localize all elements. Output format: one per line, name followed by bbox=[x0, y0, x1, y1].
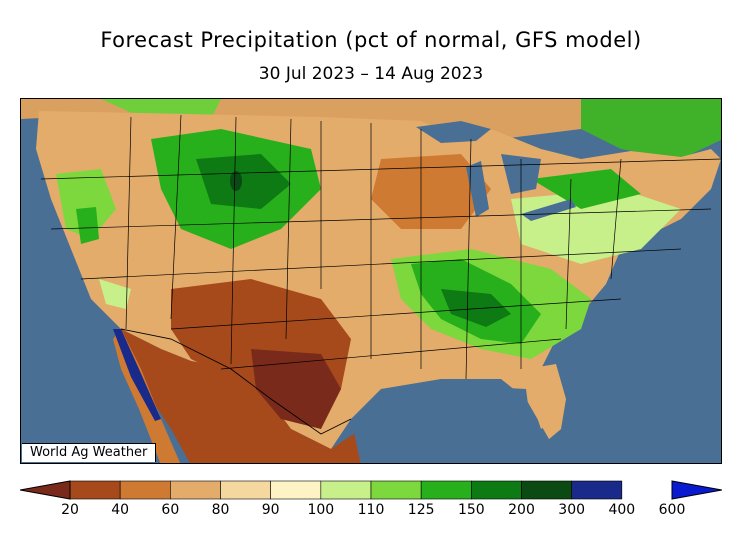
legend-high-arrow bbox=[671, 480, 722, 500]
southeast-very-wet bbox=[441, 289, 511, 327]
legend-tick-20: 20 bbox=[61, 502, 79, 518]
legend-bin-400 bbox=[571, 480, 623, 500]
wyoming-very-wet-zone bbox=[196, 154, 291, 209]
lake-michigan bbox=[466, 161, 489, 217]
legend-colorbar bbox=[20, 480, 722, 500]
lake-superior bbox=[416, 121, 491, 143]
wyoming-core bbox=[230, 171, 242, 191]
legend-bin-90 bbox=[220, 480, 271, 500]
legend-bin-100 bbox=[270, 480, 322, 500]
legend-tick-150: 150 bbox=[457, 502, 485, 518]
legend-bin-300 bbox=[521, 480, 572, 500]
legend-bin-110 bbox=[320, 480, 372, 500]
legend-tick-200: 200 bbox=[508, 502, 535, 518]
canada-east-wet bbox=[581, 99, 721, 159]
legend-tick-125: 125 bbox=[407, 502, 435, 518]
state-boundaries bbox=[40, 114, 721, 380]
legend-bin-125 bbox=[370, 480, 422, 500]
precipitation-map: World Ag Weather bbox=[20, 98, 722, 464]
mexico-land bbox=[121, 329, 371, 463]
legend-tick-80: 80 bbox=[211, 502, 230, 518]
midwest-dry bbox=[371, 154, 491, 229]
legend-tick-100: 100 bbox=[307, 502, 335, 518]
legend-bin-80 bbox=[170, 480, 221, 500]
legend-bin-40 bbox=[69, 480, 121, 500]
great-lakes-wet bbox=[531, 169, 641, 209]
canada-west-wet bbox=[101, 99, 221, 119]
legend-tick-400: 400 bbox=[608, 502, 636, 518]
legend-bin-60 bbox=[119, 480, 171, 500]
legend-tick-90: 90 bbox=[261, 502, 280, 518]
legend-tick-40: 40 bbox=[111, 502, 130, 518]
gulf-of-mexico bbox=[351, 384, 536, 463]
legend-bin-150 bbox=[420, 480, 472, 500]
map-credit: World Ag Weather bbox=[22, 443, 157, 462]
legend-low-arrow bbox=[20, 480, 71, 500]
nevada-wet bbox=[76, 207, 99, 244]
pacific-nw-wet bbox=[56, 169, 116, 239]
legend-bin-200 bbox=[471, 480, 522, 500]
florida-peninsula bbox=[529, 381, 554, 429]
lake-erie bbox=[521, 199, 576, 221]
map-canvas bbox=[21, 99, 721, 463]
texas-very-dry-zone bbox=[251, 349, 341, 429]
legend-tick-600: 600 bbox=[658, 502, 686, 518]
chart-title: Forecast Precipitation (pct of normal, G… bbox=[100, 28, 642, 52]
socal-moist bbox=[99, 279, 131, 309]
date-range-subtitle: 30 Jul 2023 – 14 Aug 2023 bbox=[258, 64, 484, 84]
legend-bins bbox=[69, 480, 623, 500]
legend-tick-300: 300 bbox=[558, 502, 586, 518]
legend-tick-110: 110 bbox=[357, 502, 385, 518]
legend-tick-60: 60 bbox=[161, 502, 180, 518]
us-mexico-border bbox=[120, 328, 352, 435]
gulf-of-california-wet bbox=[113, 329, 161, 421]
